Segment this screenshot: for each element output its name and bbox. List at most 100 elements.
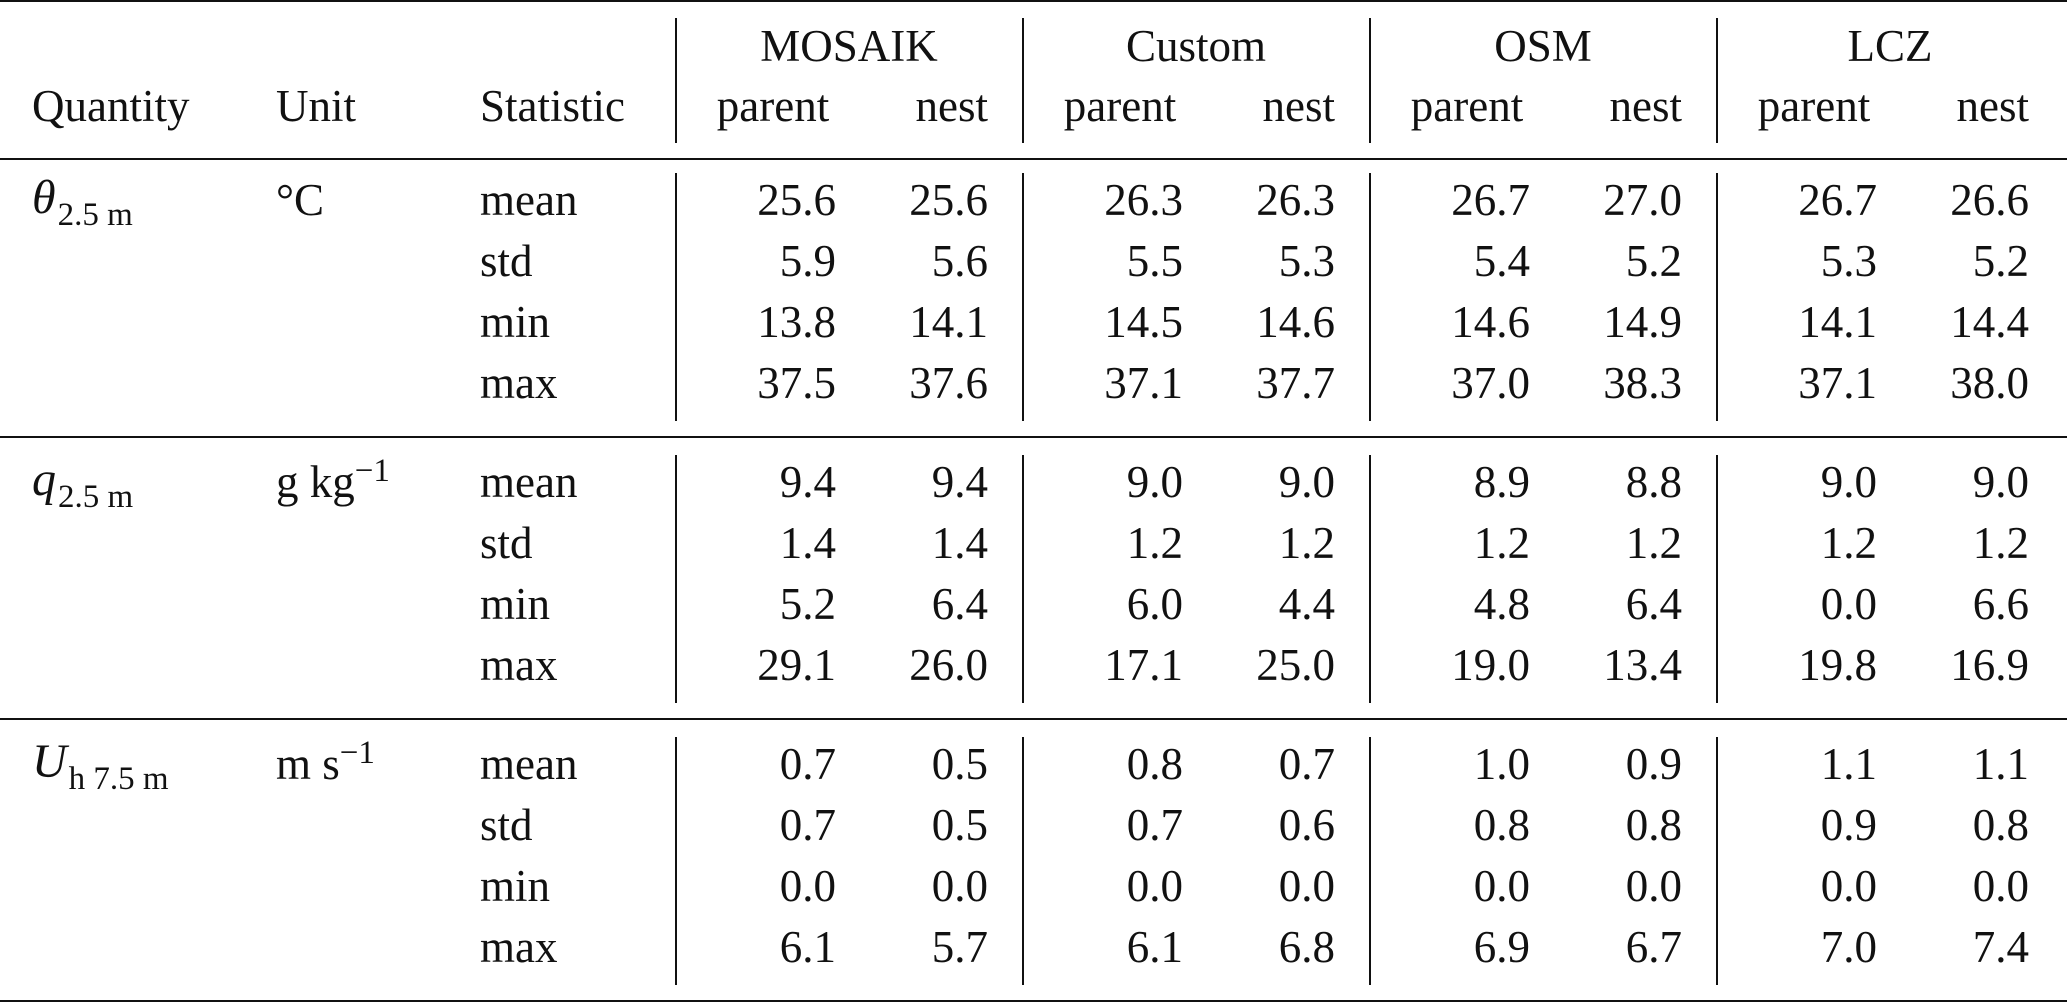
- column-divider: [1369, 455, 1371, 703]
- header-nest: nest: [1956, 81, 2030, 131]
- statistic-label: std: [480, 800, 533, 850]
- table-value: 0.7: [1126, 800, 1183, 850]
- table-value: 1.1: [1820, 739, 1877, 789]
- table-value: 0.0: [779, 861, 836, 911]
- header-statistic: Statistic: [480, 81, 625, 131]
- statistic-label: std: [480, 518, 533, 568]
- table-value: 17.1: [1104, 640, 1183, 690]
- statistic-label: mean: [480, 457, 578, 507]
- table-value: 1.2: [1126, 518, 1183, 568]
- table-value: 37.1: [1798, 358, 1877, 408]
- table-value: 7.4: [1972, 922, 2029, 972]
- header-parent: parent: [1757, 81, 1871, 131]
- quantity-subscript: h 7.5 m: [68, 761, 169, 797]
- table-value: 1.4: [779, 518, 836, 568]
- table-value: 26.0: [909, 640, 988, 690]
- table-value: 1.0: [1473, 739, 1530, 789]
- table-value: 16.9: [1950, 640, 2029, 690]
- table-value: 6.9: [1473, 922, 1530, 972]
- table-value: 7.0: [1820, 922, 1877, 972]
- statistic-label: mean: [480, 739, 578, 789]
- table-value: 38.0: [1950, 358, 2029, 408]
- table-value: 26.3: [1256, 175, 1335, 225]
- table-value: 1.2: [1473, 518, 1530, 568]
- table-value: 0.0: [1126, 861, 1183, 911]
- table-value: 9.0: [1820, 457, 1877, 507]
- table-value: 0.5: [931, 739, 988, 789]
- table-value: 0.8: [1126, 739, 1183, 789]
- unit-cell: °C: [276, 170, 324, 230]
- table-rule: [0, 0, 2067, 2]
- table-value: 1.2: [1278, 518, 1335, 568]
- table-value: 14.4: [1950, 297, 2029, 347]
- table-value: 4.4: [1278, 579, 1335, 629]
- table-value: 6.0: [1126, 579, 1183, 629]
- column-divider: [1022, 737, 1024, 985]
- table-value: 0.0: [1625, 861, 1682, 911]
- table-value: 0.0: [1473, 861, 1530, 911]
- table-value: 0.7: [779, 739, 836, 789]
- column-divider: [675, 737, 677, 985]
- table-rule: [0, 1000, 2067, 1002]
- quantity-cell: q2.5 m: [32, 450, 133, 515]
- unit-base: m s: [276, 739, 340, 789]
- table-value: 38.3: [1603, 358, 1682, 408]
- statistic-label: max: [480, 640, 558, 690]
- column-divider: [1022, 173, 1024, 421]
- table-value: 6.4: [1625, 579, 1682, 629]
- table-value: 9.4: [931, 457, 988, 507]
- table-value: 25.0: [1256, 640, 1335, 690]
- column-divider: [1716, 737, 1718, 985]
- table-value: 6.8: [1278, 922, 1335, 972]
- table-value: 4.8: [1473, 579, 1530, 629]
- quantity-symbol: U: [32, 735, 67, 788]
- quantity-symbol: q: [32, 453, 56, 506]
- table-rule: [0, 436, 2067, 438]
- table-value: 0.8: [1972, 800, 2029, 850]
- column-divider: [675, 18, 677, 143]
- table-value: 5.9: [779, 236, 836, 286]
- table-value: 29.1: [757, 640, 836, 690]
- table-value: 37.6: [909, 358, 988, 408]
- table-value: 5.7: [931, 922, 988, 972]
- header-nest: nest: [1609, 81, 1683, 131]
- table-value: 0.0: [1278, 861, 1335, 911]
- table-value: 0.7: [779, 800, 836, 850]
- table-value: 0.6: [1278, 800, 1335, 850]
- unit-base: °C: [276, 175, 325, 225]
- table-value: 0.7: [1278, 739, 1335, 789]
- quantity-cell: Uh 7.5 m: [32, 732, 169, 797]
- column-divider: [675, 173, 677, 421]
- table-value: 5.2: [779, 579, 836, 629]
- column-group-osm: OSM: [1494, 21, 1592, 71]
- table-value: 26.7: [1798, 175, 1877, 225]
- quantity-symbol: θ: [32, 171, 56, 224]
- table-value: 14.6: [1256, 297, 1335, 347]
- header-quantity: Quantity: [32, 81, 190, 131]
- table-value: 6.1: [1126, 922, 1183, 972]
- table-value: 14.9: [1603, 297, 1682, 347]
- column-divider: [1716, 455, 1718, 703]
- statistic-label: min: [480, 297, 551, 347]
- table-value: 6.7: [1625, 922, 1682, 972]
- table-value: 9.0: [1278, 457, 1335, 507]
- column-divider: [1369, 737, 1371, 985]
- table-value: 26.6: [1950, 175, 2029, 225]
- table-value: 1.2: [1625, 518, 1682, 568]
- table-value: 14.6: [1451, 297, 1530, 347]
- table-value: 14.5: [1104, 297, 1183, 347]
- header-nest: nest: [915, 81, 989, 131]
- table-value: 14.1: [1798, 297, 1877, 347]
- table-value: 5.2: [1625, 236, 1682, 286]
- table-value: 0.8: [1625, 800, 1682, 850]
- table-value: 13.8: [757, 297, 836, 347]
- quantity-cell: θ2.5 m: [32, 168, 133, 233]
- table-rule: [0, 158, 2067, 160]
- unit-cell: g kg−1: [276, 452, 390, 512]
- statistic-label: min: [480, 579, 551, 629]
- column-divider: [1716, 173, 1718, 421]
- table-value: 0.5: [931, 800, 988, 850]
- table-value: 27.0: [1603, 175, 1682, 225]
- table-value: 5.5: [1126, 236, 1183, 286]
